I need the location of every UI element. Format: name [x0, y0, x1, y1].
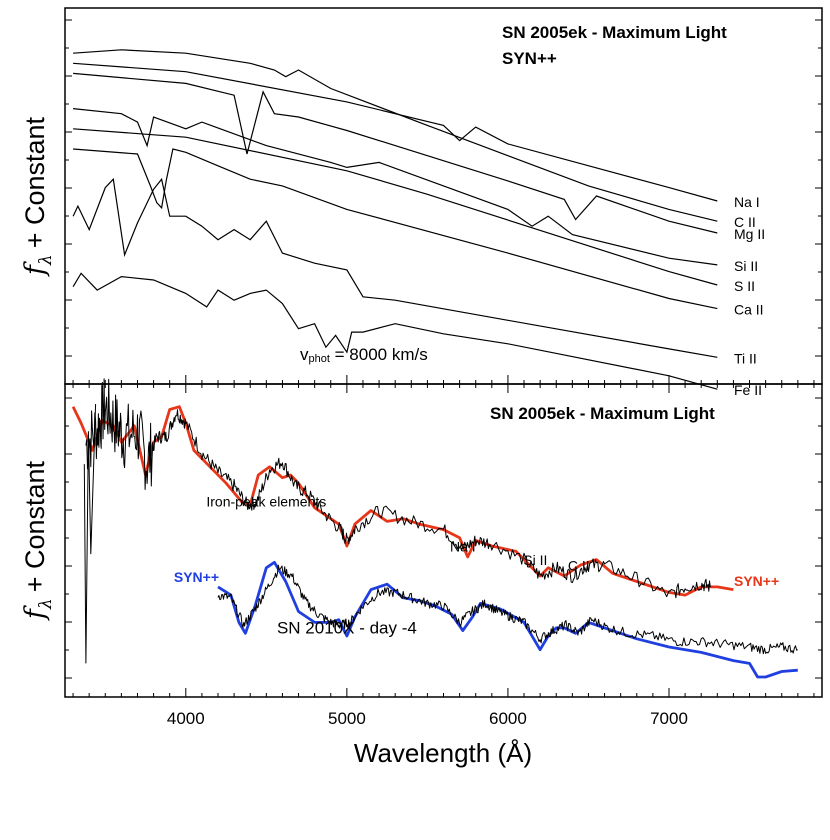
- bottom-y-ticks: [65, 397, 822, 679]
- top-panel-subtitle: SYN++: [502, 49, 557, 68]
- curve-label-na-i: Na I: [734, 194, 760, 210]
- top-curves: [72, 49, 718, 390]
- annotation-sn-2010x-day-4: SN 2010X - day -4: [277, 618, 417, 637]
- vphot-sub: phot: [309, 353, 330, 365]
- curve-label-ti-ii: Ti II: [734, 350, 757, 366]
- vphot-value: = 8000 km/s: [330, 345, 428, 364]
- annotation-na-i: Na I: [450, 538, 476, 554]
- bottom-panel-title: SN 2005ek - Maximum Light: [490, 404, 715, 423]
- bottom-curves: [71, 378, 799, 679]
- curve-s-ii: [73, 128, 718, 286]
- x-tick-label-5000: 5000: [328, 709, 366, 728]
- top-y-label-lambda: λ: [36, 254, 56, 266]
- top-panel: C II Na I Mg II Si II S II Ca II Ti II Fe II SN…: [20, 7, 823, 398]
- curve-c-ii: [73, 49, 718, 222]
- curve-label-s-ii: S II: [734, 278, 755, 294]
- series-sn-2005ek-noise-spike: [83, 403, 97, 664]
- x-tick-label-6000: 6000: [489, 709, 527, 728]
- series-sn-2010x-spectrum: [217, 564, 799, 655]
- x-tick-label-4000: 4000: [167, 709, 205, 728]
- top-curve-labels: C II Na I Mg II Si II S II Ca II Ti II Fe II: [734, 194, 765, 398]
- series-syn-sn-2010x: [217, 560, 798, 679]
- curve-na-i: [73, 62, 718, 202]
- top-panel-title: SN 2005ek - Maximum Light: [502, 23, 727, 42]
- curve-si-ii: [73, 108, 718, 266]
- x-axis-label: Wavelength (Å): [354, 738, 532, 768]
- vphot-annotation: vphot = 8000 km/s: [300, 345, 428, 365]
- bottom-annotations: Iron-peak elements Na I Si II C II SN 2010X …: [206, 493, 589, 637]
- vphot-v: v: [300, 345, 309, 364]
- bottom-panel: 4000 5000 6000 7000 Iron-peak elements Na I S…: [20, 378, 823, 768]
- series-sn-2005ek-spectrum: [85, 378, 712, 599]
- legend-syn-blue: SYN++: [174, 569, 219, 585]
- x-tick-label-7000: 7000: [650, 709, 688, 728]
- curve-ti-ii: [72, 177, 718, 358]
- bottom-y-label-rest: + Constant: [20, 460, 50, 592]
- top-y-axis-label: fλ+ Constant: [20, 116, 56, 277]
- curve-fe-ii: [72, 272, 718, 390]
- svg-text:fλ+ Constant: fλ+ Constant: [20, 116, 56, 277]
- curve-label-c-ii: C II: [734, 214, 756, 230]
- bottom-x-ticks: 4000 5000 6000 7000: [72, 384, 815, 728]
- curve-mg-ii: [73, 72, 718, 234]
- annotation-si-ii: Si II: [523, 552, 547, 568]
- top-y-label-rest: + Constant: [20, 116, 50, 248]
- annotation-c-ii: C II: [568, 558, 590, 574]
- curve-label-si-ii: Si II: [734, 258, 758, 274]
- svg-text:fλ+ Constant: fλ+ Constant: [20, 460, 56, 621]
- bottom-y-axis-label: fλ+ Constant: [20, 460, 56, 621]
- annotation-iron-peak-elements: Iron-peak elements: [206, 493, 326, 509]
- curve-label-mg-ii: Mg II: [734, 226, 765, 242]
- curve-label-fe-ii: Fe II: [734, 382, 762, 398]
- legend-syn-red: SYN++: [734, 573, 779, 589]
- curve-label-ca-ii: Ca II: [734, 302, 764, 318]
- bottom-y-label-lambda: λ: [36, 598, 56, 610]
